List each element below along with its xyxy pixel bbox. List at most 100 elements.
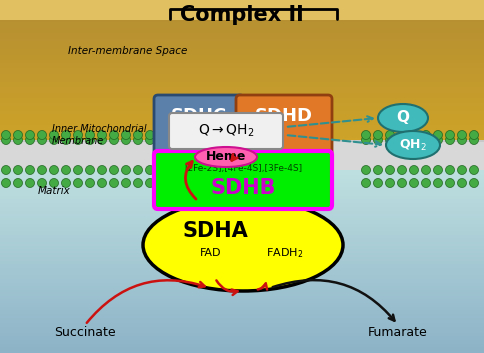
Bar [0, 22, 484, 25]
Circle shape [133, 131, 142, 139]
Circle shape [469, 179, 478, 187]
FancyBboxPatch shape [154, 151, 332, 209]
Bar [0, 175, 484, 177]
Bar [0, 133, 484, 136]
Bar [0, 261, 484, 262]
Bar [0, 329, 484, 331]
Circle shape [61, 166, 70, 174]
Bar [0, 242, 484, 244]
Bar [0, 205, 484, 207]
Circle shape [145, 166, 154, 174]
Bar [0, 235, 484, 237]
Ellipse shape [143, 199, 342, 291]
Bar [0, 25, 484, 28]
Bar [0, 49, 484, 52]
Bar [0, 177, 484, 179]
Bar [0, 68, 484, 71]
Circle shape [456, 131, 466, 139]
Bar [0, 240, 484, 242]
Bar [0, 168, 484, 170]
Circle shape [408, 166, 418, 174]
Bar [0, 101, 484, 103]
Bar [0, 338, 484, 340]
Text: Fumarate: Fumarate [367, 326, 427, 339]
Bar [0, 183, 484, 185]
Bar [0, 271, 484, 274]
Circle shape [385, 179, 393, 187]
Bar [0, 340, 484, 342]
Circle shape [445, 179, 454, 187]
Text: SDHD: SDHD [255, 107, 312, 125]
Circle shape [26, 136, 34, 144]
Bar [0, 0, 484, 1]
Bar [0, 225, 484, 227]
Bar [0, 274, 484, 275]
Bar [0, 12, 484, 14]
Bar [0, 210, 484, 213]
Bar [0, 347, 484, 349]
Bar [0, 246, 484, 247]
Circle shape [85, 179, 94, 187]
Bar [0, 294, 484, 296]
Bar [0, 255, 484, 257]
Bar [0, 4, 484, 6]
Circle shape [145, 179, 154, 187]
Circle shape [433, 131, 441, 139]
Bar [0, 333, 484, 335]
Bar [0, 90, 484, 92]
Circle shape [97, 179, 106, 187]
Bar [0, 346, 484, 347]
FancyBboxPatch shape [236, 95, 332, 165]
Bar [0, 55, 484, 58]
Bar [0, 316, 484, 318]
Bar [0, 233, 484, 235]
Circle shape [109, 166, 118, 174]
Circle shape [433, 179, 441, 187]
Bar [0, 238, 484, 240]
Circle shape [469, 131, 478, 139]
Circle shape [97, 136, 106, 144]
Bar [0, 179, 484, 181]
Bar [0, 189, 484, 190]
Bar [0, 344, 484, 346]
Bar [0, 125, 484, 127]
Circle shape [469, 166, 478, 174]
Ellipse shape [385, 131, 439, 159]
Text: SDHB: SDHB [210, 178, 275, 197]
Circle shape [49, 179, 59, 187]
Bar [0, 149, 484, 152]
Circle shape [26, 179, 34, 187]
Bar [0, 283, 484, 285]
Bar [0, 84, 484, 87]
Circle shape [49, 136, 59, 144]
Bar [0, 112, 484, 114]
Circle shape [109, 136, 118, 144]
Circle shape [145, 136, 154, 144]
Bar [0, 237, 484, 238]
Circle shape [445, 136, 454, 144]
Bar [0, 136, 484, 138]
Bar [0, 144, 484, 146]
Circle shape [397, 179, 406, 187]
Bar [0, 33, 484, 36]
Circle shape [26, 131, 34, 139]
Text: Succinate: Succinate [54, 326, 116, 339]
Bar [0, 66, 484, 68]
Circle shape [397, 166, 406, 174]
Circle shape [397, 136, 406, 144]
Circle shape [456, 136, 466, 144]
Circle shape [385, 136, 393, 144]
Bar [0, 223, 484, 225]
Circle shape [361, 136, 370, 144]
Circle shape [373, 179, 382, 187]
Bar [0, 322, 484, 323]
Circle shape [445, 131, 454, 139]
Circle shape [421, 166, 430, 174]
Circle shape [469, 136, 478, 144]
Bar [0, 229, 484, 231]
Circle shape [121, 131, 130, 139]
Circle shape [361, 131, 370, 139]
Circle shape [433, 136, 441, 144]
Bar [0, 299, 484, 301]
Bar [0, 309, 484, 310]
